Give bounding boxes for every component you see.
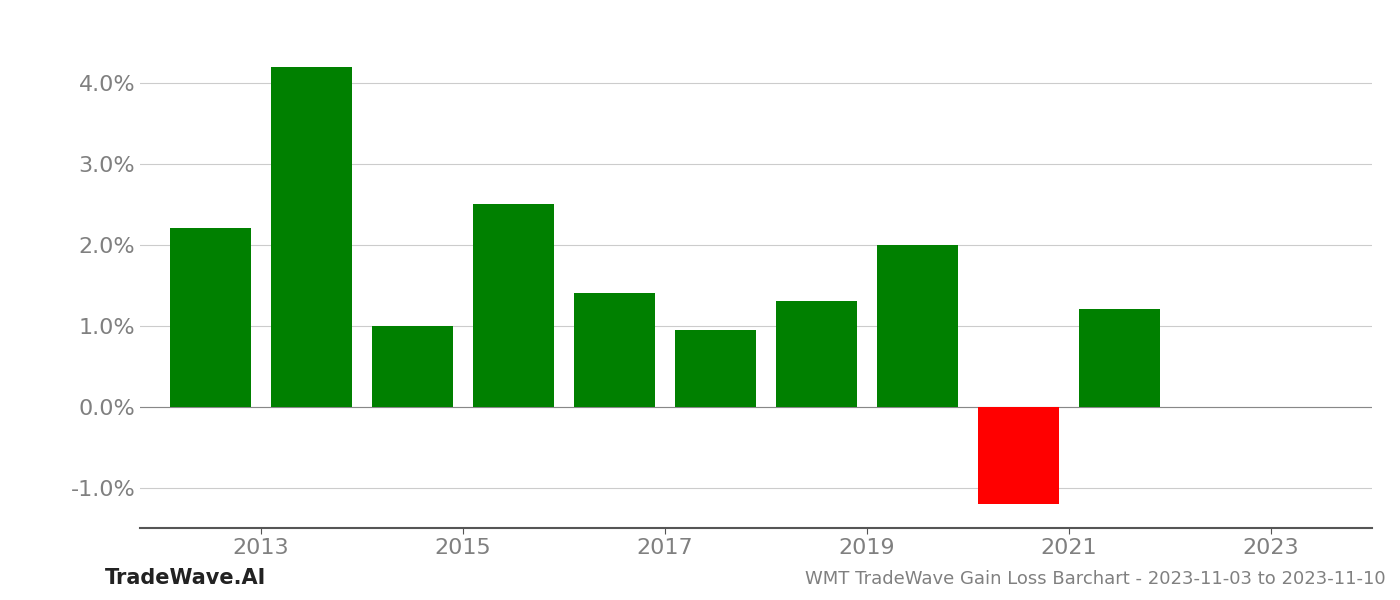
Bar bbox=[171, 229, 251, 407]
Bar bbox=[1079, 310, 1161, 407]
Text: WMT TradeWave Gain Loss Barchart - 2023-11-03 to 2023-11-10: WMT TradeWave Gain Loss Barchart - 2023-… bbox=[805, 570, 1386, 588]
Bar bbox=[372, 326, 454, 407]
Bar bbox=[272, 67, 351, 407]
Text: TradeWave.AI: TradeWave.AI bbox=[105, 568, 266, 588]
Bar bbox=[473, 204, 554, 407]
Bar bbox=[979, 407, 1058, 504]
Bar bbox=[574, 293, 655, 407]
Bar bbox=[776, 301, 857, 407]
Bar bbox=[878, 245, 958, 407]
Bar bbox=[675, 329, 756, 407]
